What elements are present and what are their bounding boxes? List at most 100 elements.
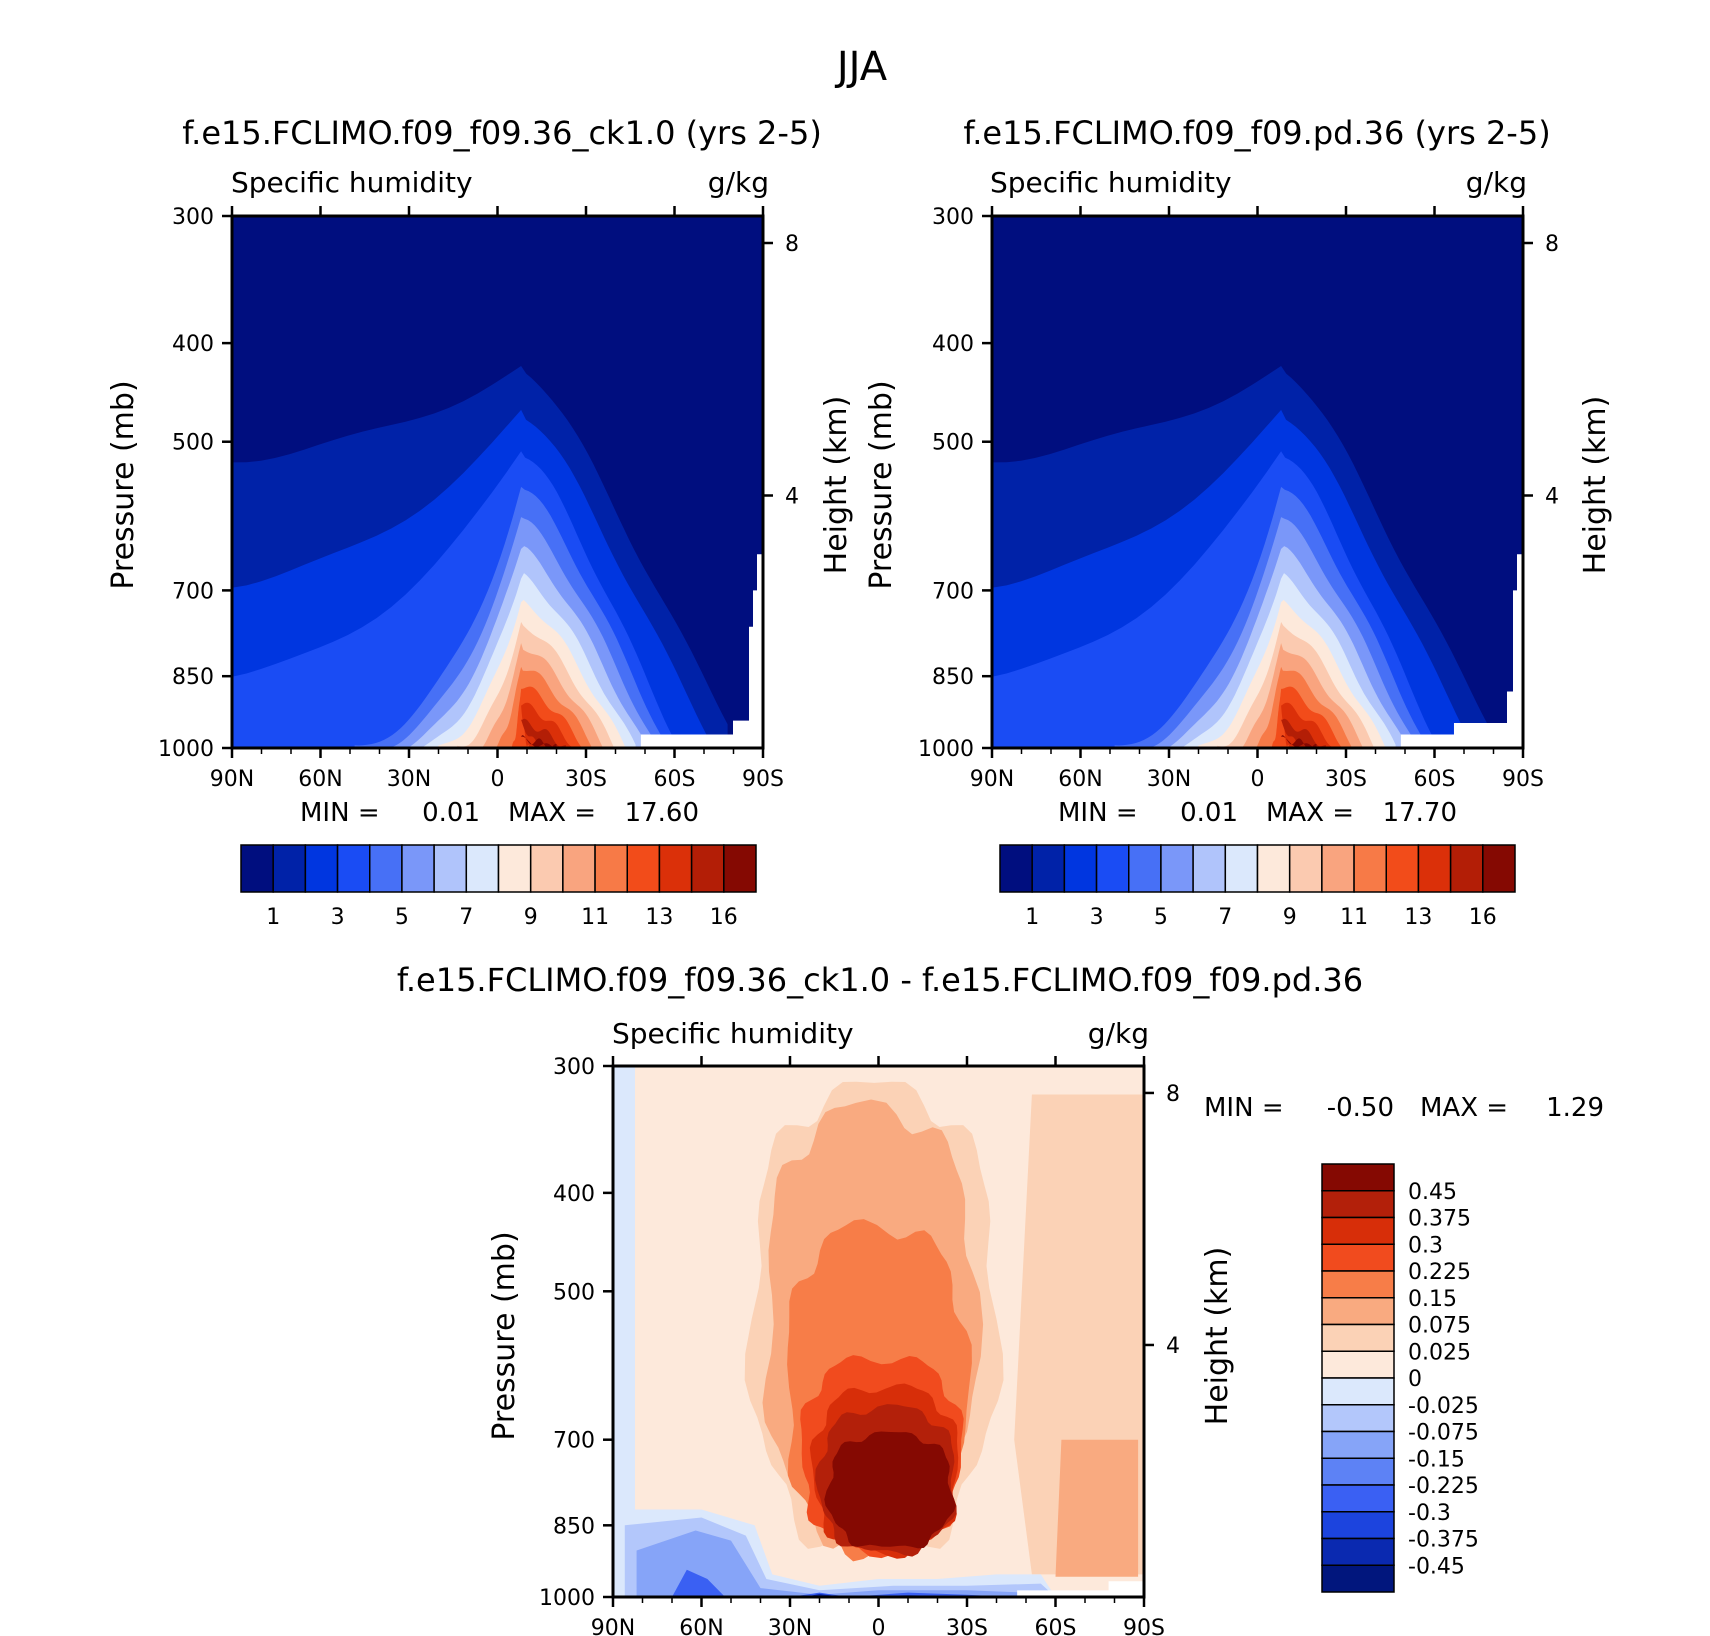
- colorbar-label: 0.375: [1408, 1207, 1471, 1232]
- contour-band: [636, 1530, 1041, 1597]
- y-tick-label: 400: [172, 332, 214, 357]
- x-tick-label: 30N: [768, 1616, 812, 1636]
- panel-difference-y-axis-title: Pressure (mb): [487, 1231, 522, 1440]
- x-tick-label: 90S: [1502, 767, 1544, 792]
- y-tick-label: 850: [553, 1514, 595, 1539]
- x-tick-label: 30S: [565, 767, 607, 792]
- panel-difference-max-value: 1.29: [1546, 1093, 1604, 1123]
- panel-left-plot: 90N 60N 30N 0 30S 60S 90S 300 400 500 700 850 1000 8 4: [158, 205, 799, 792]
- colorbar-label: 0: [1408, 1367, 1422, 1392]
- colorbar-label: -0.075: [1408, 1421, 1479, 1446]
- y2-tick-label: 8: [1545, 232, 1559, 257]
- colorbar-box: [304, 844, 339, 893]
- colorbar-box: [1321, 1190, 1395, 1219]
- colorbar-label: 5: [1154, 905, 1168, 930]
- colorbar-box: [433, 844, 468, 893]
- panel-difference-variable-label: Specific humidity: [612, 1017, 854, 1050]
- colorbar-label: 9: [1283, 905, 1297, 930]
- x-tick-label: 30S: [946, 1616, 988, 1636]
- x-tick-label: 90N: [210, 767, 254, 792]
- colorbar-box: [1321, 1270, 1395, 1299]
- colorbar-label: 13: [1404, 905, 1432, 930]
- colorbar-label: 5: [395, 905, 409, 930]
- colorbar-box: [1321, 1430, 1395, 1459]
- x-tick-label: 30N: [387, 767, 431, 792]
- colorbar-label: 0.225: [1408, 1260, 1471, 1285]
- colorbar-label: -0.375: [1408, 1528, 1479, 1553]
- x-tick-label: 90N: [970, 767, 1014, 792]
- colorbar-box: [658, 844, 693, 893]
- colorbar-label: 16: [1469, 905, 1497, 930]
- panel-left-y-axis-title: Pressure (mb): [106, 380, 141, 589]
- colorbar-box: [594, 844, 628, 893]
- panel-right-variable-label: Specific humidity: [990, 166, 1232, 199]
- panel-difference-title: f.e15.FCLIMO.f09_f09.36_ck1.0 - f.e15.FC…: [397, 961, 1363, 999]
- colorbar-label: 9: [524, 905, 538, 930]
- x-tick-label: 90S: [742, 767, 784, 792]
- colorbar-box: [1128, 844, 1162, 893]
- colorbar-box: [1321, 1163, 1395, 1192]
- colorbar-box: [1321, 1564, 1395, 1593]
- colorbar-box: [1321, 1377, 1395, 1406]
- y-tick-label: 300: [932, 205, 974, 230]
- colorbar-box: [1224, 844, 1259, 893]
- colorbar-label: 16: [710, 905, 738, 930]
- colorbar-box: [1417, 844, 1452, 893]
- colorbar-box: [1160, 844, 1194, 893]
- x-tick-label: 90N: [591, 1616, 635, 1636]
- colorbar-box: [497, 844, 532, 893]
- x-tick-label: 30S: [1325, 767, 1367, 792]
- colorbar-box: [1321, 1511, 1395, 1540]
- y-tick-label: 850: [932, 665, 974, 690]
- colorbar-box: [1321, 844, 1355, 893]
- colorbar-label: 0.075: [1408, 1314, 1471, 1339]
- contour-band: [1281, 735, 1317, 748]
- figure-title: JJA: [834, 44, 888, 90]
- panel-right-min-value: 0.01: [1180, 798, 1238, 828]
- colorbar-label: 7: [1218, 905, 1232, 930]
- x-tick-label: 60S: [1414, 767, 1456, 792]
- contour-band: [521, 735, 557, 748]
- colorbar-label: 7: [459, 905, 473, 930]
- colorbar-label: 3: [1090, 905, 1104, 930]
- x-tick-label: 60S: [1035, 1616, 1077, 1636]
- x-tick-label: 60N: [679, 1616, 723, 1636]
- contour-band: [1281, 718, 1326, 748]
- contour-band: [1055, 1439, 1139, 1577]
- colorbar-box: [1385, 844, 1420, 893]
- y-tick-label: 300: [553, 1055, 595, 1080]
- x-tick-label: 0: [491, 767, 505, 792]
- colorbar-box: [369, 844, 403, 893]
- y2-tick-label: 4: [1545, 485, 1559, 510]
- colorbar-label: 11: [1340, 905, 1368, 930]
- panel-left-title: f.e15.FCLIMO.f09_f09.36_ck1.0 (yrs 2-5): [182, 114, 822, 152]
- colorbar-label: 0.15: [1408, 1287, 1457, 1312]
- missing-data-region: [1017, 1581, 1144, 1597]
- colorbar-label: 1: [1025, 905, 1039, 930]
- colorbar-box: [1256, 844, 1291, 893]
- panel-difference-min-label: MIN =: [1204, 1093, 1284, 1123]
- panel-left-units-label: g/kg: [708, 166, 769, 199]
- x-tick-label: 60S: [654, 767, 696, 792]
- colorbar-label: -0.15: [1408, 1447, 1465, 1472]
- panel-difference-plot: 90N 60N 30N 0 30S 60S 90S 300 400 500 700 850 1000 8 4: [539, 1055, 1180, 1636]
- colorbar-label: 3: [331, 905, 345, 930]
- colorbar-label: -0.3: [1408, 1501, 1451, 1526]
- colorbar-label: 0.025: [1408, 1340, 1471, 1365]
- y-tick-label: 500: [172, 431, 214, 456]
- panel-right: f.e15.FCLIMO.f09_f09.pd.36 (yrs 2-5) Spe…: [864, 114, 1613, 930]
- y-tick-label: 1000: [539, 1586, 595, 1611]
- colorbar-box: [401, 844, 435, 893]
- colorbar-box: [1321, 1297, 1395, 1326]
- panel-left-min-label: MIN =: [300, 798, 380, 828]
- colorbar-box: [1095, 844, 1130, 893]
- y-tick-label: 1000: [158, 737, 214, 762]
- panel-right-plot: 90N 60N 30N 0 30S 60S 90S 300 400 500 700 850 1000 8 4: [918, 205, 1559, 792]
- colorbar-box: [272, 844, 307, 893]
- panel-left-variable-label: Specific humidity: [231, 166, 473, 199]
- panel-right-max-value: 17.70: [1383, 798, 1457, 828]
- colorbar-box: [1321, 1404, 1395, 1433]
- colorbar-label: 0.45: [1408, 1180, 1457, 1205]
- y-tick-label: 700: [553, 1429, 595, 1454]
